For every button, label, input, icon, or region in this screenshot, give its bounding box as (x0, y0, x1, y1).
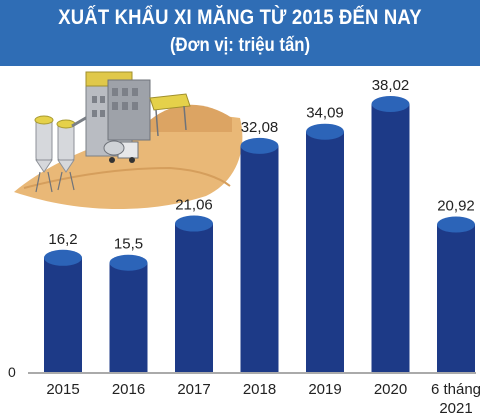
x-tick-label: 2015 (46, 381, 79, 398)
bar (109, 254, 148, 372)
bar-cap (109, 254, 148, 271)
bar (306, 123, 344, 372)
bar-cap (306, 123, 344, 140)
chart-header: XUẤT KHẨU XI MĂNG TỪ 2015 ĐẾN NAY (Đơn v… (0, 0, 480, 66)
bar-body (109, 262, 148, 372)
bar-cap (240, 137, 279, 154)
bar (240, 137, 279, 372)
bar-body (240, 145, 279, 372)
x-tick-label: 6 tháng (431, 381, 480, 398)
data-label: 38,02 (372, 77, 410, 94)
x-tick-label: 2020 (374, 381, 407, 398)
bar (437, 216, 475, 372)
chart-title: XUẤT KHẨU XI MĂNG TỪ 2015 ĐẾN NAY (58, 6, 422, 29)
bar-cap (175, 215, 213, 232)
x-tick-label: 2016 (112, 381, 145, 398)
bar-body (437, 224, 475, 372)
bar (371, 96, 410, 372)
data-label: 21,06 (175, 197, 213, 214)
data-label: 34,09 (306, 105, 344, 122)
x-tick-label: 2017 (177, 381, 210, 398)
data-label: 32,08 (241, 119, 279, 136)
x-tick-label: 2018 (243, 381, 276, 398)
labels-layer: 16,2 2015 15,5 2016 21,06 2017 32,08 2018 34,09 2… (46, 77, 480, 417)
x-tick-label: 2019 (308, 381, 341, 398)
bar-cap (371, 96, 410, 112)
y-tick-label: 0 (8, 364, 16, 380)
bar (44, 249, 82, 372)
x-tick-label: 2021 (439, 400, 472, 417)
bar-body (44, 257, 82, 372)
data-label: 16,2 (48, 231, 77, 248)
bar-body (371, 104, 410, 372)
data-label: 15,5 (114, 236, 143, 253)
data-label: 20,92 (437, 198, 475, 215)
bar-body (175, 223, 213, 372)
bar-cap (437, 216, 475, 233)
bars-layer (44, 96, 475, 372)
bar (175, 215, 213, 372)
chart-subtitle: (Đơn vị: triệu tấn) (169, 35, 311, 56)
bar-body (306, 131, 344, 372)
bar-cap (44, 249, 82, 266)
